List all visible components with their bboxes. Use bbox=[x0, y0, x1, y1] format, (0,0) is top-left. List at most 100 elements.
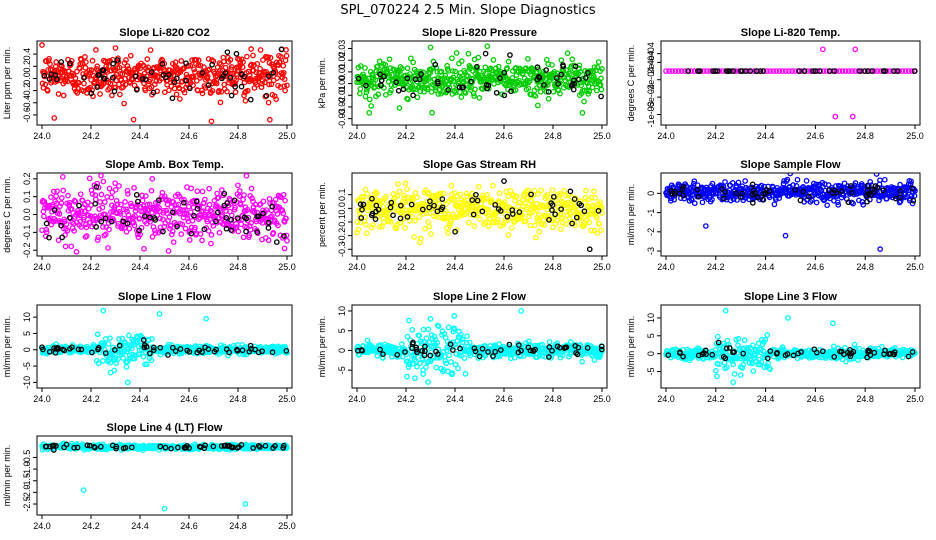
data-point bbox=[284, 82, 290, 89]
data-point bbox=[169, 228, 176, 234]
data-point bbox=[244, 87, 251, 94]
data-point bbox=[431, 202, 437, 209]
data-point bbox=[584, 80, 591, 87]
data-point bbox=[234, 215, 241, 221]
x-tick-label: 24.2 bbox=[82, 131, 100, 141]
data-point bbox=[193, 77, 200, 84]
data-point bbox=[395, 87, 402, 94]
data-point bbox=[95, 360, 102, 367]
plot-frame bbox=[660, 40, 921, 126]
data-point bbox=[471, 223, 477, 229]
data-point bbox=[405, 96, 411, 103]
data-point bbox=[356, 198, 363, 204]
x-tick-label: 24.0 bbox=[348, 131, 366, 141]
data-point bbox=[81, 208, 88, 215]
data-point bbox=[730, 68, 737, 74]
data-point bbox=[490, 57, 497, 63]
data-point bbox=[695, 68, 701, 74]
data-point bbox=[464, 333, 470, 340]
data-point bbox=[246, 72, 253, 79]
data-point bbox=[559, 352, 566, 359]
data-point bbox=[150, 89, 157, 96]
data-point bbox=[44, 87, 51, 94]
data-point bbox=[548, 200, 555, 207]
data-point bbox=[259, 348, 265, 355]
y-tick-label: -2e-04 bbox=[646, 67, 656, 93]
data-point bbox=[557, 344, 563, 351]
data-point bbox=[357, 63, 364, 69]
data-point bbox=[525, 338, 532, 345]
data-point bbox=[160, 72, 167, 78]
y-tick-label: -0.03 bbox=[337, 108, 347, 129]
data-point bbox=[173, 91, 180, 98]
data-point bbox=[471, 345, 478, 352]
data-point bbox=[204, 218, 211, 225]
data-point bbox=[168, 231, 175, 238]
data-point bbox=[394, 351, 401, 358]
data-point bbox=[579, 358, 586, 365]
data-point bbox=[531, 187, 538, 194]
data-point bbox=[734, 197, 740, 203]
data-point bbox=[163, 207, 170, 214]
data-point bbox=[823, 68, 830, 74]
data-point bbox=[43, 226, 50, 233]
y-tick-label: 0.2 bbox=[22, 60, 32, 73]
data-point bbox=[598, 343, 605, 350]
data-point bbox=[222, 64, 229, 71]
data-point bbox=[424, 81, 430, 88]
data-point bbox=[803, 178, 810, 184]
data-point bbox=[518, 308, 525, 314]
data-point bbox=[99, 204, 106, 211]
data-point bbox=[269, 349, 276, 356]
data-point bbox=[414, 363, 420, 370]
data-point bbox=[218, 213, 225, 220]
data-point bbox=[446, 352, 452, 359]
data-point bbox=[260, 210, 266, 217]
data-point bbox=[423, 364, 429, 371]
data-point bbox=[116, 183, 122, 189]
data-point bbox=[412, 375, 418, 382]
data-point bbox=[124, 63, 131, 69]
data-point bbox=[735, 335, 742, 342]
data-point bbox=[414, 194, 420, 201]
data-point bbox=[111, 88, 118, 95]
data-point bbox=[731, 371, 738, 377]
data-point bbox=[871, 68, 877, 74]
data-point bbox=[81, 74, 87, 81]
data-point bbox=[278, 53, 284, 60]
data-point bbox=[425, 219, 432, 225]
data-point bbox=[586, 88, 593, 95]
data-point bbox=[592, 195, 599, 201]
data-point bbox=[418, 82, 425, 89]
data-point bbox=[558, 57, 565, 64]
data-point bbox=[360, 201, 367, 208]
data-point bbox=[355, 226, 362, 233]
data-point bbox=[397, 215, 404, 222]
data-point bbox=[416, 332, 423, 339]
data-point bbox=[230, 70, 237, 77]
data-point bbox=[773, 350, 780, 357]
data-point bbox=[191, 197, 197, 204]
series-points-sampleflow bbox=[663, 173, 918, 252]
data-point bbox=[227, 74, 234, 81]
data-point bbox=[782, 232, 789, 239]
data-point bbox=[146, 214, 153, 221]
data-point bbox=[482, 219, 489, 226]
data-point bbox=[141, 344, 148, 351]
data-point bbox=[723, 345, 730, 352]
data-point bbox=[165, 248, 172, 254]
data-point bbox=[569, 56, 576, 63]
data-point bbox=[393, 79, 400, 86]
data-point bbox=[117, 201, 124, 208]
data-point bbox=[571, 80, 578, 87]
data-point bbox=[107, 369, 114, 376]
data-point bbox=[242, 97, 249, 104]
chart-panel-temp: Slope Li-820 Temp.degrees C per min.24.0… bbox=[626, 27, 924, 141]
data-point bbox=[387, 204, 394, 211]
y-tick-label: -0.1 bbox=[337, 214, 347, 230]
data-point bbox=[843, 358, 849, 365]
data-point bbox=[881, 176, 888, 183]
x-tick-label: 25.0 bbox=[593, 262, 611, 272]
data-point bbox=[714, 333, 721, 340]
data-point bbox=[94, 84, 101, 91]
